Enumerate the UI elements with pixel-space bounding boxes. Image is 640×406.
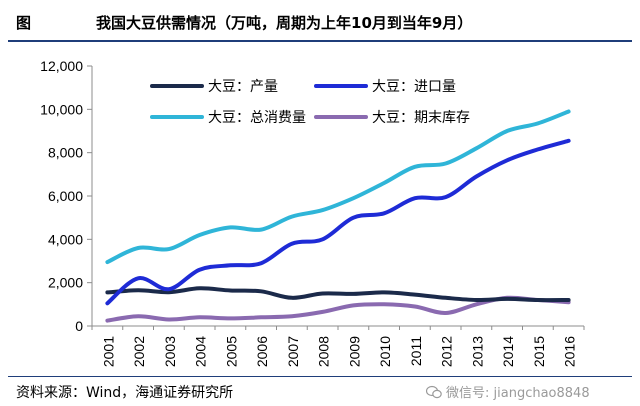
x-tick-label: 2009: [346, 336, 362, 367]
axes: 0 2,000 4,000 6,000 8,000 10,000 12,000 2001 200…: [40, 58, 585, 367]
y-tick-label: 6,000: [48, 188, 83, 204]
watermark: 微信号: jiangchao8848: [426, 382, 590, 401]
x-tick-label: 2008: [316, 336, 332, 367]
legend-label-1: 大豆：产量: [208, 79, 278, 95]
series-line-3: [105, 109, 571, 265]
series-layer: [105, 109, 571, 323]
y-tick-label: 4,000: [48, 231, 83, 247]
x-tick-label: 2016: [562, 336, 578, 367]
chart: 0 2,000 4,000 6,000 8,000 10,000 12,000 2001 200…: [40, 58, 585, 367]
series-line-1: [105, 286, 571, 303]
x-tick-label: 2014: [500, 336, 516, 367]
x-tick-label: 2003: [162, 336, 178, 367]
x-tick-label: 2005: [223, 336, 239, 367]
x-tick-label: 2006: [254, 336, 270, 367]
legend-label-4: 大豆：期末库存: [372, 110, 470, 126]
series-line-2: [105, 138, 571, 306]
x-tick-label: 2007: [285, 336, 301, 367]
figure-title: 我国大豆供需情况（万吨，周期为上年10月到当年9月）: [96, 14, 473, 32]
x-tick-label: 2013: [469, 336, 485, 367]
x-tick-label: 2001: [100, 336, 116, 367]
legend-label-2: 大豆：进口量: [372, 79, 456, 95]
x-tick-label: 2011: [408, 336, 424, 366]
x-tick-label: 2012: [439, 336, 455, 367]
wechat-icon: [426, 385, 442, 399]
x-tick-label: 2004: [193, 336, 209, 367]
y-tick-label: 12,000: [40, 58, 83, 74]
y-tick-label: 10,000: [40, 101, 83, 117]
y-tick-label: 0: [75, 318, 83, 334]
bottom-rule: [8, 376, 632, 377]
y-tick-label: 2,000: [48, 275, 83, 291]
x-tick-label: 2010: [377, 336, 393, 367]
figure-label: 图: [16, 14, 32, 32]
y-tick-label: 8,000: [48, 145, 83, 161]
x-tick-label: 2002: [131, 336, 147, 367]
source-note: 资料来源：Wind，海通证券研究所: [16, 385, 234, 401]
title-rule: [8, 40, 632, 42]
watermark-text: 微信号: jiangchao8848: [446, 386, 590, 401]
x-tick-label: 2015: [531, 336, 547, 367]
legend-label-3: 大豆：总消费量: [208, 110, 306, 126]
title-bar: 图 我国大豆供需情况（万吨，周期为上年10月到当年9月）: [0, 0, 640, 40]
